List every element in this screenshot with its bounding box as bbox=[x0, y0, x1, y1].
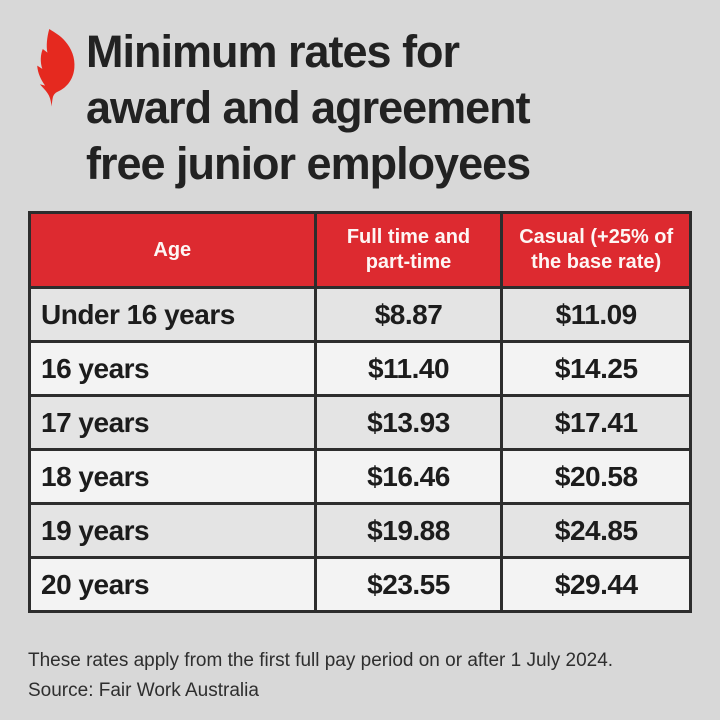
age-cell: 19 years bbox=[31, 505, 317, 556]
rates-table: Age Full time and part-time Casual (+25%… bbox=[28, 211, 692, 613]
fulltime-cell: $13.93 bbox=[317, 397, 504, 448]
fulltime-cell: $11.40 bbox=[317, 343, 504, 394]
table-row: 18 years $16.46 $20.58 bbox=[31, 448, 689, 502]
rates-table-body: Under 16 years $8.87 $11.09 16 years $11… bbox=[31, 286, 689, 610]
fulltime-cell: $23.55 bbox=[317, 559, 504, 610]
footer: These rates apply from the first full pa… bbox=[28, 646, 698, 706]
casual-cell: $24.85 bbox=[554, 514, 638, 546]
title-line-3: free junior employees bbox=[86, 138, 531, 189]
age-cell: 18 years bbox=[31, 451, 317, 502]
table-row: 17 years $13.93 $17.41 bbox=[31, 394, 689, 448]
table-row: 20 years $23.55 $29.44 bbox=[31, 556, 689, 610]
column-header-casual: Casual (+25% of the base rate) bbox=[519, 226, 674, 273]
age-cell: Under 16 years bbox=[31, 289, 317, 340]
casual-cell: $29.44 bbox=[554, 568, 638, 600]
fulltime-cell: $16.46 bbox=[317, 451, 504, 502]
title-line-1: Minimum rates for bbox=[86, 26, 460, 77]
age-cell: 16 years bbox=[31, 343, 317, 394]
table-header-row: Age Full time and part-time Casual (+25%… bbox=[31, 214, 689, 286]
casual-cell: $11.09 bbox=[555, 298, 638, 330]
casual-cell: $17.41 bbox=[554, 406, 638, 438]
age-cell: 20 years bbox=[31, 559, 317, 610]
title-line-2: award and agreement bbox=[86, 82, 531, 133]
sbs-logo-icon bbox=[28, 29, 78, 107]
table-row: 19 years $19.88 $24.85 bbox=[31, 502, 689, 556]
column-header-age: Age bbox=[31, 214, 317, 286]
fulltime-cell: $19.88 bbox=[317, 505, 504, 556]
page-title: Minimum rates for award and agreement fr… bbox=[86, 24, 531, 192]
source-text: Source: Fair Work Australia bbox=[28, 680, 259, 701]
header: Minimum rates for award and agreement fr… bbox=[0, 0, 720, 192]
note-text: These rates apply from the first full pa… bbox=[28, 650, 614, 671]
column-header-fulltime: Full time and part-time bbox=[317, 214, 504, 286]
table-row: 16 years $11.40 $14.25 bbox=[31, 340, 689, 394]
casual-cell: $14.25 bbox=[554, 352, 638, 384]
casual-cell: $20.58 bbox=[554, 460, 638, 492]
table-row: Under 16 years $8.87 $11.09 bbox=[31, 286, 689, 340]
fulltime-cell: $8.87 bbox=[317, 289, 504, 340]
age-cell: 17 years bbox=[31, 397, 317, 448]
